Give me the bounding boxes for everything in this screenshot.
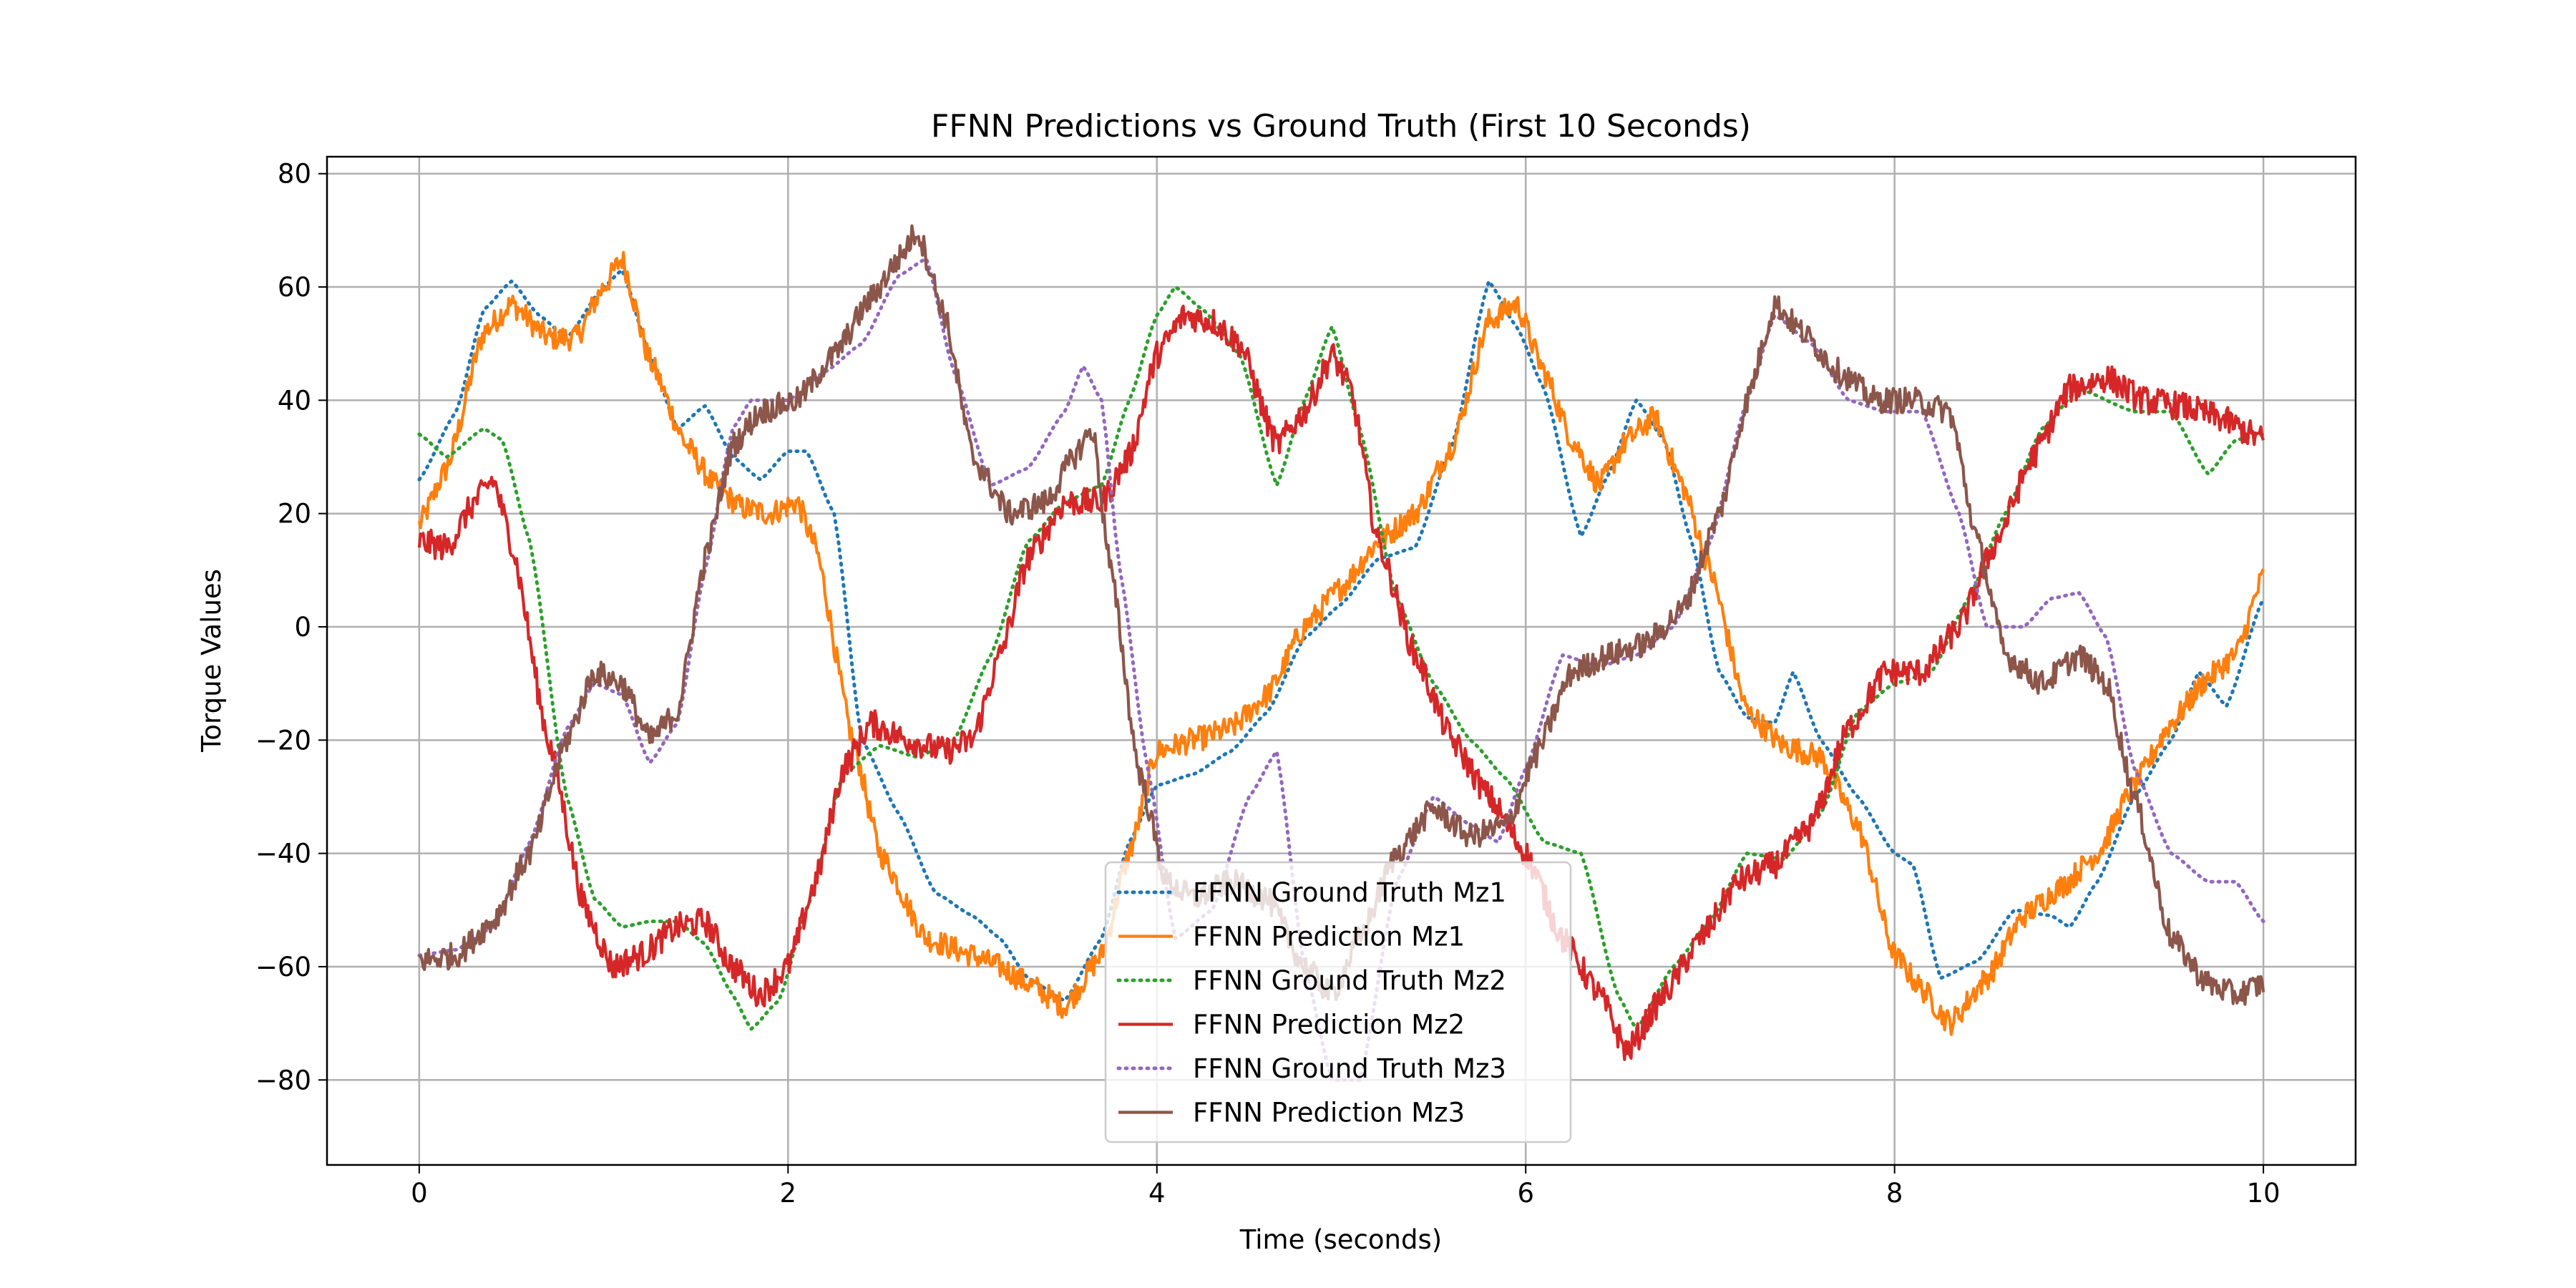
y-tick-label: 0 (294, 612, 311, 643)
series-line-5 (417, 257, 2265, 1082)
legend: FFNN Ground Truth Mz1 FFNN Prediction Mz1… (1104, 861, 1572, 1143)
legend-label: FFNN Ground Truth Mz3 (1193, 1053, 1506, 1084)
y-tick-label: −60 (255, 952, 311, 982)
legend-box (1104, 861, 1572, 1143)
x-tick-label: 0 (411, 1178, 428, 1209)
legend-label: FFNN Prediction Mz3 (1193, 1098, 1465, 1128)
y-axis-label: Torque Values (196, 569, 227, 753)
series-line-4 (417, 304, 2265, 1061)
chart-title: FFNN Predictions vs Ground Truth (First … (931, 108, 1751, 145)
x-tick-label: 8 (1886, 1178, 1903, 1209)
ticks: 0 2 4 6 8 10 −80 −60 −40 −20 0 20 40 60 80 (255, 159, 2280, 1209)
x-tick-label: 6 (1517, 1178, 1534, 1209)
legend-label: FFNN Prediction Mz2 (1193, 1010, 1465, 1040)
series-layer (417, 224, 2265, 1082)
y-tick-label: −20 (255, 725, 311, 756)
series-line-3 (417, 285, 2265, 1031)
x-tick-label: 2 (780, 1178, 797, 1209)
legend-label: FFNN Ground Truth Mz1 (1193, 877, 1506, 908)
x-tick-label: 10 (2247, 1178, 2280, 1209)
x-tick-label: 4 (1148, 1178, 1166, 1209)
y-tick-label: 40 (278, 385, 311, 416)
legend-label: FFNN Prediction Mz1 (1193, 922, 1465, 952)
legend-label: FFNN Ground Truth Mz2 (1193, 965, 1506, 996)
grid (327, 157, 2356, 1165)
y-tick-label: −80 (255, 1065, 311, 1096)
y-tick-label: 80 (278, 159, 311, 190)
series-line-1 (417, 268, 2265, 1002)
series-line-2 (417, 250, 2265, 1036)
y-tick-label: 60 (278, 272, 311, 303)
y-tick-label: 20 (278, 499, 311, 530)
y-tick-label: −40 (255, 839, 311, 869)
plot-frame (326, 155, 2357, 1166)
x-axis-label: Time (seconds) (1239, 1224, 1442, 1255)
